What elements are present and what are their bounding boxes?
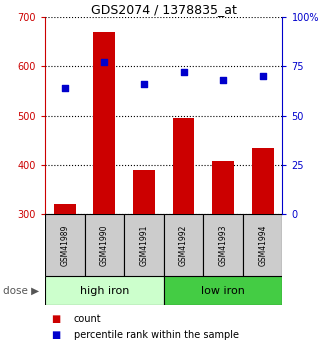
Text: GSM41992: GSM41992: [179, 224, 188, 266]
Bar: [45, 276, 164, 305]
Bar: [243, 214, 282, 276]
Text: high iron: high iron: [80, 286, 129, 296]
Bar: [252, 148, 273, 345]
Point: [141, 81, 146, 87]
Bar: [45, 214, 84, 276]
Text: count: count: [74, 314, 101, 324]
Text: ■: ■: [51, 314, 61, 324]
Text: ■: ■: [51, 330, 61, 339]
Bar: [203, 214, 243, 276]
Bar: [173, 118, 195, 345]
Point: [221, 77, 226, 83]
Text: GSM41989: GSM41989: [60, 224, 69, 266]
Bar: [133, 170, 155, 345]
Text: GSM41991: GSM41991: [139, 224, 148, 266]
Text: dose ▶: dose ▶: [3, 286, 39, 296]
Text: low iron: low iron: [201, 286, 245, 296]
Text: GSM41990: GSM41990: [100, 224, 109, 266]
Bar: [164, 214, 203, 276]
Bar: [84, 214, 124, 276]
Text: GSM41993: GSM41993: [219, 224, 228, 266]
Point: [181, 70, 186, 75]
Text: GSM41994: GSM41994: [258, 224, 267, 266]
Point: [62, 85, 67, 91]
Title: GDS2074 / 1378835_at: GDS2074 / 1378835_at: [91, 3, 237, 16]
Point: [260, 73, 265, 79]
Text: percentile rank within the sample: percentile rank within the sample: [74, 330, 239, 339]
Bar: [93, 32, 115, 345]
Bar: [124, 214, 164, 276]
Point: [102, 60, 107, 65]
Bar: [212, 161, 234, 345]
Bar: [54, 204, 76, 345]
Bar: [164, 276, 282, 305]
